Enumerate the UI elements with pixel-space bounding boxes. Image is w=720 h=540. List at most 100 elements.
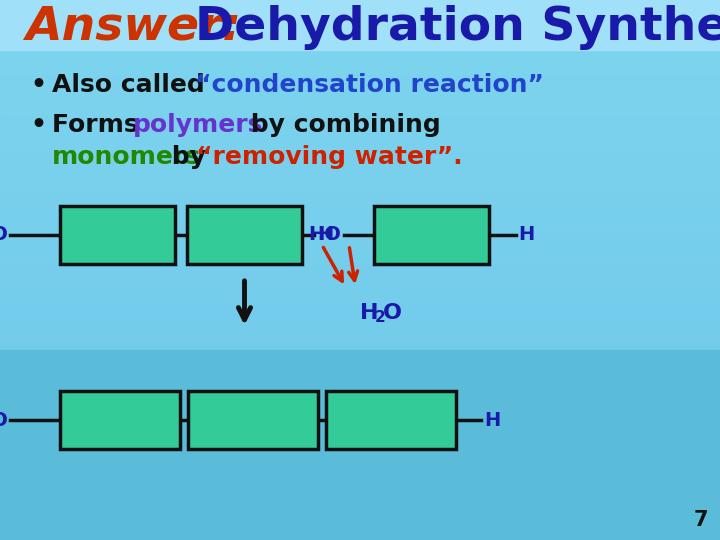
Bar	[0, 480, 720, 486]
Bar	[0, 418, 720, 426]
Bar	[0, 222, 720, 230]
Bar	[0, 330, 720, 338]
Bar	[188, 391, 318, 449]
Bar	[0, 148, 720, 156]
Text: “condensation reaction”: “condensation reaction”	[195, 73, 544, 97]
Bar	[60, 206, 175, 264]
Bar	[0, 243, 720, 249]
Bar	[0, 135, 720, 141]
Bar	[0, 399, 720, 405]
Bar	[0, 270, 720, 276]
Bar	[0, 115, 720, 122]
Text: HO: HO	[308, 226, 341, 245]
Bar	[0, 54, 720, 60]
Bar	[0, 230, 720, 237]
Bar	[0, 291, 720, 297]
Text: HO: HO	[0, 226, 8, 245]
Bar	[0, 108, 720, 115]
Bar	[0, 384, 720, 391]
Bar	[0, 534, 720, 540]
Bar	[0, 392, 720, 399]
Bar	[0, 357, 720, 364]
Text: Also called: Also called	[52, 73, 214, 97]
Text: H: H	[518, 226, 534, 245]
Bar	[0, 317, 720, 324]
Bar	[0, 453, 720, 459]
Bar	[0, 0, 720, 50]
Text: by: by	[163, 145, 215, 169]
Bar	[0, 411, 720, 418]
Text: 2: 2	[374, 310, 385, 326]
Bar	[0, 20, 720, 27]
Bar	[0, 33, 720, 40]
Bar	[0, 345, 720, 351]
Bar	[0, 492, 720, 500]
Bar	[0, 94, 720, 102]
Bar	[0, 507, 720, 513]
Bar	[0, 405, 720, 411]
Bar	[0, 195, 720, 202]
Bar	[0, 14, 720, 20]
Bar	[0, 351, 720, 357]
Bar	[0, 249, 720, 256]
Text: •: •	[30, 73, 46, 97]
Bar	[0, 128, 720, 135]
Bar	[0, 237, 720, 243]
Bar	[0, 87, 720, 94]
Text: Forms: Forms	[52, 113, 148, 137]
Bar	[0, 183, 720, 189]
Bar	[374, 206, 489, 264]
Text: HO: HO	[0, 410, 8, 429]
Bar	[0, 338, 720, 345]
Text: monomers: monomers	[52, 145, 201, 169]
Text: •: •	[30, 113, 46, 137]
Bar	[0, 303, 720, 310]
Bar	[0, 27, 720, 33]
Bar	[0, 102, 720, 108]
Bar	[0, 81, 720, 87]
Text: by combining: by combining	[242, 113, 441, 137]
Bar	[0, 472, 720, 480]
Bar	[0, 122, 720, 128]
Bar	[0, 40, 720, 47]
Bar	[0, 500, 720, 507]
Bar	[0, 486, 720, 492]
Bar	[0, 68, 720, 74]
Bar	[0, 189, 720, 195]
Bar	[0, 364, 720, 372]
Bar	[0, 432, 720, 438]
Text: H: H	[317, 226, 333, 245]
Bar	[0, 60, 720, 68]
Bar	[0, 446, 720, 453]
Bar	[0, 372, 720, 378]
Bar	[0, 350, 720, 540]
Text: 7: 7	[693, 510, 708, 530]
Bar	[60, 391, 180, 449]
Text: O: O	[382, 303, 402, 323]
Text: H: H	[361, 303, 379, 323]
Bar	[0, 378, 720, 384]
Bar	[0, 216, 720, 222]
Bar	[0, 162, 720, 168]
Text: polymers: polymers	[133, 113, 264, 137]
Text: Dehydration Synthesis: Dehydration Synthesis	[195, 4, 720, 50]
Bar	[0, 141, 720, 149]
Bar	[0, 209, 720, 216]
Bar	[0, 519, 720, 526]
Bar	[0, 297, 720, 303]
Bar	[0, 256, 720, 263]
Text: “removing water”.: “removing water”.	[196, 145, 463, 169]
Bar	[0, 513, 720, 519]
Bar	[0, 465, 720, 472]
Bar	[0, 168, 720, 176]
Bar	[0, 526, 720, 534]
Bar	[0, 459, 720, 465]
Bar	[0, 47, 720, 54]
Bar	[0, 438, 720, 445]
Bar	[326, 391, 456, 449]
Bar	[0, 0, 720, 6]
Bar	[0, 156, 720, 162]
Bar	[0, 202, 720, 209]
Bar	[0, 176, 720, 183]
Text: H: H	[484, 410, 500, 429]
